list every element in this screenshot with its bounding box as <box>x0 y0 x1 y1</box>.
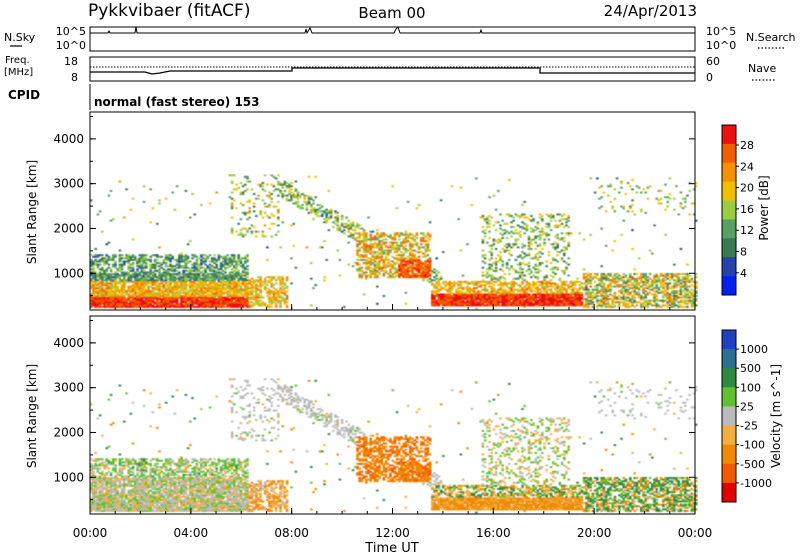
nsky-tick-bottom: 10^0 <box>56 39 86 52</box>
freq-label-2: [MHz] <box>4 67 33 78</box>
nsky-trace <box>90 26 695 35</box>
power-colorbar: 28 24 20 16 12 8 4 <box>721 124 754 296</box>
beam-label: Beam 00 <box>358 4 425 22</box>
vel-ytick-1000: 1000 <box>53 470 84 484</box>
power-cbar-tick-4: 4 <box>740 267 747 280</box>
date-label: 24/Apr/2013 <box>604 2 697 20</box>
power-cbar-tick-12: 12 <box>740 224 754 237</box>
power-ylabel: Slant Range [km] <box>25 160 39 264</box>
time-tick-4: 16:00 <box>476 526 511 540</box>
time-tick-5: 20:00 <box>577 526 612 540</box>
time-tick-1: 04:00 <box>174 526 209 540</box>
vel-ytick-4000: 4000 <box>53 336 84 350</box>
velocity-cbar-tick-4: -25 <box>740 420 758 433</box>
velocity-cbar-tick-5: -100 <box>740 439 765 452</box>
vel-ytick-3000: 3000 <box>53 381 84 395</box>
velocity-ylabel: Slant Range [km] <box>25 364 39 468</box>
power-cbar-tick-20: 20 <box>740 182 754 195</box>
freq-label-1: Freq. <box>5 55 30 66</box>
velocity-cbar-tick-6: -500 <box>740 458 765 471</box>
freq-panel: Freq. [MHz] 18 8 60 0 Nave <box>4 55 776 84</box>
nave-tick-bottom: 0 <box>706 71 713 84</box>
radar-title: Pykkvibaer (fitACF) <box>88 1 250 21</box>
nsky-panel: N.Sky 10^5 10^0 10^5 10^0 N.Search <box>4 25 796 52</box>
power-cbar-tick-8: 8 <box>740 246 747 259</box>
time-axis: 00:00 04:00 08:00 12:00 16:00 20:00 00:00 <box>73 304 713 540</box>
velocity-cbar-tick-1: 500 <box>740 362 761 375</box>
power-cbar-tick-16: 16 <box>740 203 754 216</box>
nsearch-tick-bottom: 10^0 <box>706 39 736 52</box>
cpid-text: normal (fast stereo) 153 <box>94 95 260 109</box>
time-axis-label: Time UT <box>364 541 418 554</box>
nsky-tick-top: 10^5 <box>56 25 86 38</box>
power-colorbar-label: Power [dB] <box>757 175 771 240</box>
nave-tick-top: 60 <box>706 55 720 68</box>
power-cbar-tick-24: 24 <box>740 160 754 173</box>
power-ytick-1000: 1000 <box>53 266 84 280</box>
power-ytick-2000: 2000 <box>53 221 84 235</box>
power-cbar-tick-28: 28 <box>740 139 754 152</box>
velocity-cbar-tick-3: 25 <box>740 400 754 413</box>
velocity-colorbar: 1000 500 100 25 -25 -100 -500 -1000 <box>721 329 772 503</box>
nave-label: Nave <box>748 62 776 75</box>
time-tick-3: 12:00 <box>375 526 410 540</box>
vel-ytick-2000: 2000 <box>53 425 84 439</box>
nsky-label: N.Sky <box>4 31 36 44</box>
velocity-colorbar-label: Velocity [m s^-1] <box>769 364 783 468</box>
velocity-panel: 4000 3000 2000 1000 Slant Range [km] 1000 50… <box>25 315 783 515</box>
freq-trace <box>90 67 695 75</box>
time-tick-0: 00:00 <box>73 526 108 540</box>
time-tick-2: 08:00 <box>274 526 309 540</box>
velocity-cbar-tick-0: 1000 <box>740 343 768 356</box>
power-ytick-4000: 4000 <box>53 132 84 146</box>
freq-tick-top: 18 <box>64 55 78 68</box>
velocity-cbar-tick-7: -1000 <box>740 477 772 490</box>
cpid-label: CPID <box>8 88 40 102</box>
power-ytick-3000: 3000 <box>53 177 84 191</box>
nsearch-tick-top: 10^5 <box>706 25 736 38</box>
freq-tick-bottom: 8 <box>71 71 78 84</box>
power-panel: 4000 3000 2000 1000 Slant Range [km] 28 24 20… <box>25 111 771 311</box>
velocity-cbar-tick-2: 100 <box>740 381 761 394</box>
nsearch-label: N.Search <box>746 31 796 44</box>
time-tick-6: 00:00 <box>678 526 713 540</box>
